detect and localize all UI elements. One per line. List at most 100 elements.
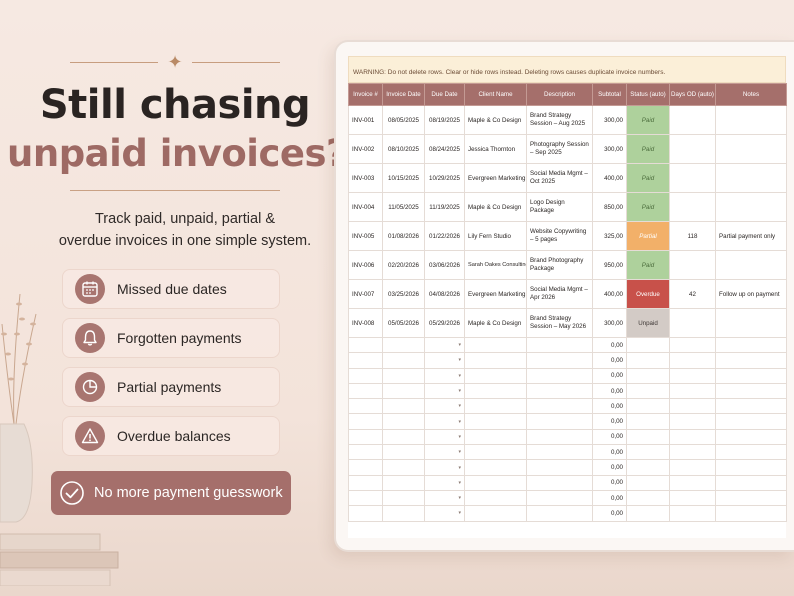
empty-cell[interactable] <box>669 444 716 461</box>
cell-client-name[interactable]: Sarah Oakes Consulting <box>464 250 527 280</box>
empty-cell[interactable] <box>382 352 425 369</box>
header-invoice-date[interactable]: Invoice Date <box>382 83 425 106</box>
cell-subtotal[interactable]: 0,00 <box>592 352 627 369</box>
cell-status[interactable]: Paid <box>626 163 670 193</box>
dropdown-arrow-icon[interactable]: ▾ <box>458 464 461 471</box>
empty-cell[interactable] <box>715 352 787 369</box>
cell-due-date[interactable]: 05/29/2026 <box>424 308 465 338</box>
cell-client-name[interactable]: Evergreen Marketing <box>464 163 527 193</box>
cell-notes[interactable] <box>715 250 787 280</box>
cell-invoice-number[interactable]: INV-004 <box>348 192 383 222</box>
cell-subtotal[interactable]: 0,00 <box>592 474 627 491</box>
cell-subtotal[interactable]: 0,00 <box>592 382 627 400</box>
empty-cell[interactable] <box>348 382 383 400</box>
cell-due-date[interactable]: 01/22/2026 <box>424 221 465 251</box>
cell-due-date[interactable]: 10/29/2025 <box>424 163 465 193</box>
empty-cell[interactable] <box>526 444 593 461</box>
cell-days-overdue[interactable] <box>669 163 716 193</box>
cell-description[interactable]: Photography Session – Sep 2025 <box>526 134 593 164</box>
cell-subtotal[interactable]: 400,00 <box>592 279 627 309</box>
header-subtotal[interactable]: Subtotal <box>592 83 627 106</box>
empty-cell[interactable] <box>348 336 383 354</box>
empty-cell[interactable] <box>715 505 787 522</box>
cell-invoice-number[interactable]: INV-008 <box>348 308 383 338</box>
cell-invoice-date[interactable]: 11/05/2025 <box>382 192 425 222</box>
cell-client-name[interactable]: Jessica Thornton <box>464 134 527 164</box>
empty-cell[interactable] <box>464 428 527 446</box>
empty-cell[interactable] <box>669 489 716 507</box>
empty-cell[interactable] <box>348 474 383 491</box>
empty-cell[interactable] <box>626 352 670 369</box>
empty-cell[interactable]: ▾ <box>424 336 465 354</box>
empty-cell[interactable] <box>669 428 716 446</box>
cell-subtotal[interactable]: 400,00 <box>592 163 627 193</box>
empty-cell[interactable] <box>526 489 593 507</box>
empty-cell[interactable] <box>382 489 425 507</box>
cell-subtotal[interactable]: 300,00 <box>592 134 627 164</box>
empty-cell[interactable] <box>382 413 425 430</box>
cell-due-date[interactable]: 08/24/2025 <box>424 134 465 164</box>
cell-invoice-number[interactable]: INV-006 <box>348 250 383 280</box>
cell-invoice-date[interactable]: 05/05/2026 <box>382 308 425 338</box>
empty-cell[interactable] <box>464 444 527 461</box>
empty-cell[interactable] <box>348 444 383 461</box>
empty-cell[interactable] <box>626 459 670 476</box>
cell-description[interactable]: Website Copywriting – 5 pages <box>526 221 593 251</box>
cell-due-date[interactable]: 04/08/2026 <box>424 279 465 309</box>
empty-cell[interactable] <box>669 336 716 354</box>
cell-notes[interactable] <box>715 308 787 338</box>
empty-cell[interactable] <box>626 444 670 461</box>
dropdown-arrow-icon[interactable]: ▾ <box>458 418 461 425</box>
empty-cell[interactable] <box>526 413 593 430</box>
empty-cell[interactable] <box>669 474 716 491</box>
dropdown-arrow-icon[interactable]: ▾ <box>458 479 461 486</box>
empty-cell[interactable] <box>526 505 593 522</box>
cell-subtotal[interactable]: 0,00 <box>592 367 627 384</box>
empty-cell[interactable] <box>715 398 787 415</box>
cell-invoice-date[interactable]: 03/25/2026 <box>382 279 425 309</box>
cell-subtotal[interactable]: 300,00 <box>592 105 627 135</box>
dropdown-arrow-icon[interactable]: ▾ <box>458 357 461 364</box>
cell-status[interactable]: Paid <box>626 192 670 222</box>
cell-notes[interactable]: Partial payment only <box>715 221 787 251</box>
dropdown-arrow-icon[interactable]: ▾ <box>458 510 461 517</box>
cell-client-name[interactable]: Maple & Co Design <box>464 105 527 135</box>
cell-client-name[interactable]: Evergreen Marketing <box>464 279 527 309</box>
cell-client-name[interactable]: Maple & Co Design <box>464 308 527 338</box>
empty-cell[interactable] <box>382 505 425 522</box>
empty-cell[interactable]: ▾ <box>424 398 465 415</box>
empty-cell[interactable] <box>348 459 383 476</box>
empty-cell[interactable] <box>382 382 425 400</box>
empty-cell[interactable]: ▾ <box>424 428 465 446</box>
header-notes[interactable]: Notes <box>715 83 787 106</box>
empty-cell[interactable] <box>464 505 527 522</box>
empty-cell[interactable] <box>348 367 383 384</box>
empty-cell[interactable] <box>669 367 716 384</box>
cell-description[interactable]: Logo Design Package <box>526 192 593 222</box>
empty-cell[interactable] <box>464 474 527 491</box>
cell-days-overdue[interactable]: 118 <box>669 221 716 251</box>
cell-status[interactable]: Partial <box>626 221 670 251</box>
cell-invoice-number[interactable]: INV-001 <box>348 105 383 135</box>
cell-due-date[interactable]: 08/19/2025 <box>424 105 465 135</box>
cell-subtotal[interactable]: 0,00 <box>592 459 627 476</box>
cell-status[interactable]: Unpaid <box>626 308 670 338</box>
empty-cell[interactable]: ▾ <box>424 459 465 476</box>
empty-cell[interactable]: ▾ <box>424 413 465 430</box>
cell-invoice-date[interactable]: 08/10/2025 <box>382 134 425 164</box>
cell-subtotal[interactable]: 0,00 <box>592 336 627 354</box>
empty-cell[interactable] <box>382 336 425 354</box>
dropdown-arrow-icon[interactable]: ▾ <box>458 433 461 440</box>
cell-days-overdue[interactable] <box>669 192 716 222</box>
cell-subtotal[interactable]: 0,00 <box>592 505 627 522</box>
cell-notes[interactable] <box>715 163 787 193</box>
cell-invoice-date[interactable]: 08/05/2025 <box>382 105 425 135</box>
empty-cell[interactable] <box>348 398 383 415</box>
empty-cell[interactable] <box>715 459 787 476</box>
empty-cell[interactable] <box>464 352 527 369</box>
dropdown-arrow-icon[interactable]: ▾ <box>458 388 461 395</box>
empty-cell[interactable] <box>626 428 670 446</box>
cell-status[interactable]: Paid <box>626 105 670 135</box>
empty-cell[interactable] <box>626 398 670 415</box>
cell-due-date[interactable]: 03/06/2026 <box>424 250 465 280</box>
